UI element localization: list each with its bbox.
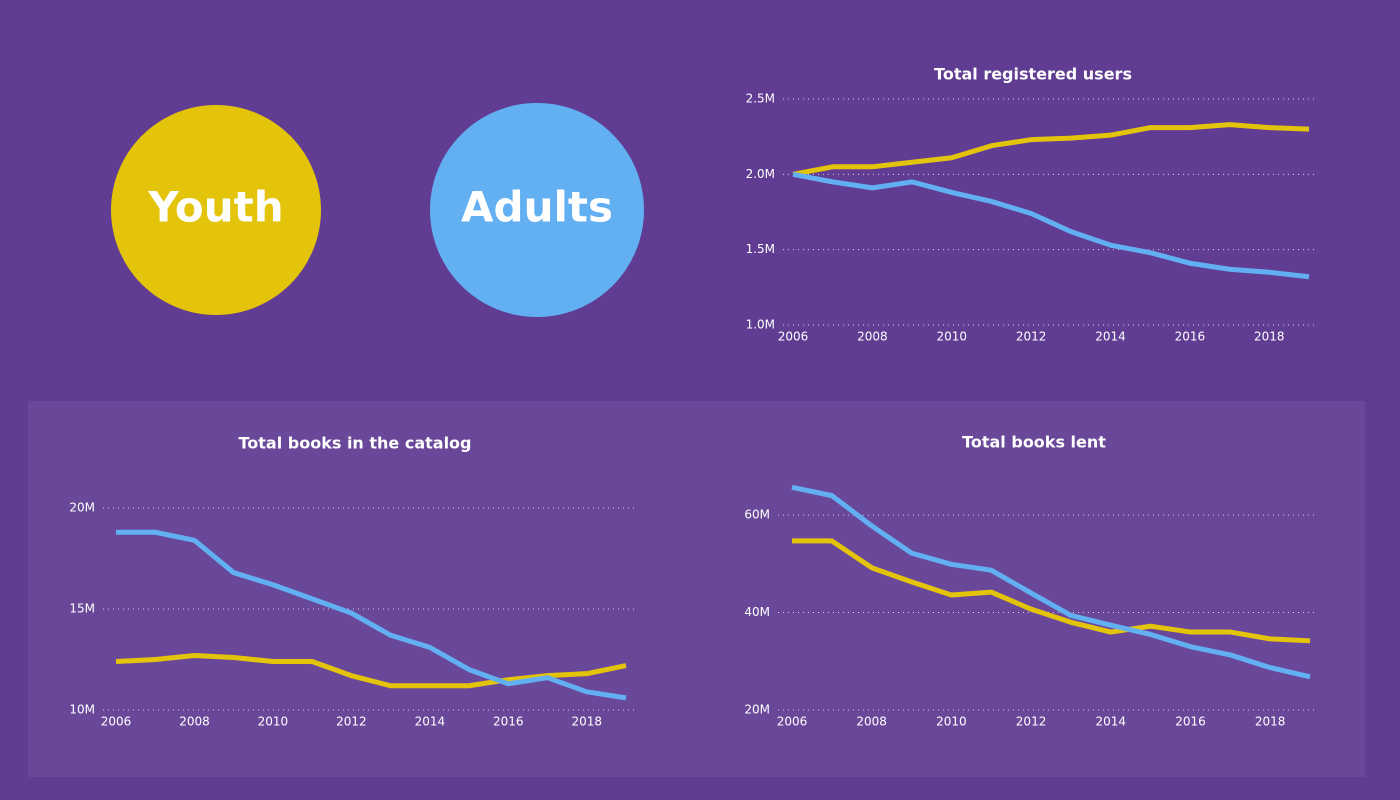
x-tick-label: 2014 [1095, 715, 1126, 729]
x-tick-label: 2012 [1016, 330, 1047, 344]
x-tick-label: 2010 [258, 715, 289, 729]
x-tick-label: 2012 [1016, 715, 1047, 729]
x-tick-label: 2008 [179, 715, 210, 729]
legend-label: Youth [147, 183, 283, 232]
x-tick-label: 2018 [1255, 715, 1286, 729]
x-tick-label: 2012 [336, 715, 367, 729]
y-tick-label: 40M [744, 605, 770, 619]
x-tick-label: 2014 [1095, 330, 1126, 344]
legend-marker [430, 103, 644, 317]
y-tick-label: 2.0M [746, 167, 775, 181]
y-tick-label: 20M [69, 501, 95, 515]
legend-marker [111, 105, 321, 315]
x-tick-label: 2006 [777, 715, 808, 729]
y-tick-label: 1.0M [746, 318, 775, 332]
series-line [792, 171, 1310, 280]
chart-title: Total registered users [934, 65, 1132, 84]
x-tick-label: 2014 [415, 715, 446, 729]
y-tick-label: 60M [744, 508, 770, 522]
chart-title: Total books in the catalog [238, 434, 471, 453]
chart-title: Total books lent [962, 433, 1106, 452]
x-tick-label: 2016 [1175, 715, 1206, 729]
series-line [792, 538, 1311, 644]
x-tick-label: 2010 [936, 330, 967, 344]
x-tick-label: 2016 [493, 715, 524, 729]
y-tick-label: 2.5M [746, 92, 775, 106]
x-tick-label: 2018 [571, 715, 602, 729]
series-line [116, 529, 627, 701]
x-tick-label: 2008 [856, 715, 887, 729]
x-tick-label: 2006 [778, 330, 809, 344]
x-tick-label: 2018 [1254, 330, 1285, 344]
y-tick-label: 15M [69, 602, 95, 616]
x-tick-label: 2008 [857, 330, 888, 344]
y-tick-label: 20M [744, 703, 770, 717]
x-tick-label: 2016 [1175, 330, 1206, 344]
legend-label: Adults [461, 183, 613, 232]
y-tick-label: 10M [69, 703, 95, 717]
y-tick-label: 1.5M [746, 242, 775, 256]
series-line [791, 484, 1311, 680]
x-tick-label: 2010 [936, 715, 967, 729]
series-line [792, 122, 1310, 177]
x-tick-label: 2006 [101, 715, 132, 729]
bottom-panel [28, 401, 1365, 777]
